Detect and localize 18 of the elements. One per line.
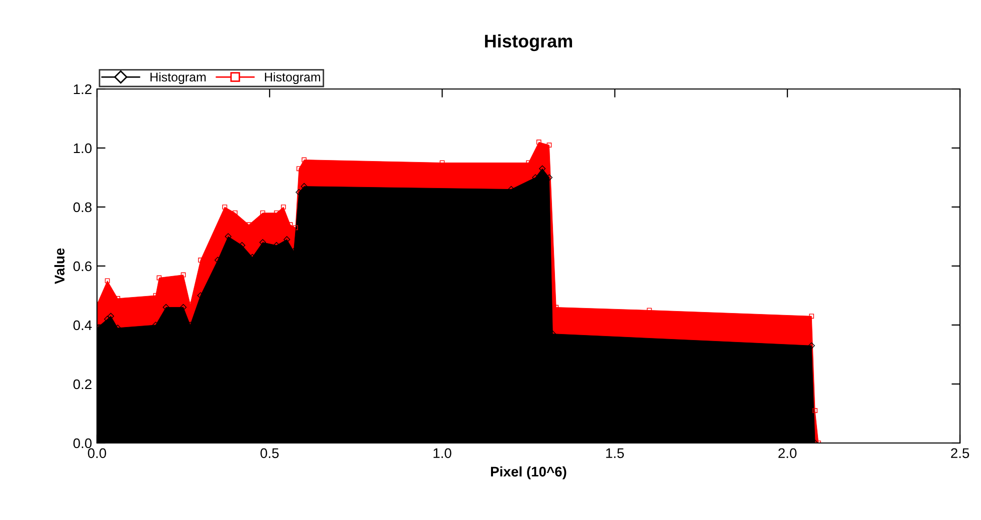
chart-title: Histogram (485, 34, 572, 52)
y-tick-label: 0.4 (73, 320, 92, 330)
x-tick-label: 2.5 (951, 448, 970, 458)
y-tick-label: 0.2 (73, 379, 92, 390)
x-axis-title: Pixel (10^6) (491, 466, 566, 480)
x-tick-label: 1.5 (606, 448, 624, 458)
y-tick-label: 0.8 (73, 202, 92, 212)
x-tick-label: 2.0 (778, 448, 797, 458)
x-tick-label: 0.0 (88, 448, 106, 458)
y-tick-label: 0.0 (73, 438, 92, 448)
legend-label: Histogram (150, 72, 206, 84)
y-tick-label: 0.6 (73, 261, 92, 272)
x-tick-label: 0.5 (260, 448, 279, 458)
x-tick-label: 1.0 (434, 448, 452, 458)
y-tick-label: 1.0 (74, 143, 92, 154)
y-axis-title: Value (54, 248, 65, 284)
y-tick-label: 1.2 (74, 84, 92, 94)
legend-label: Histogram (264, 72, 320, 84)
